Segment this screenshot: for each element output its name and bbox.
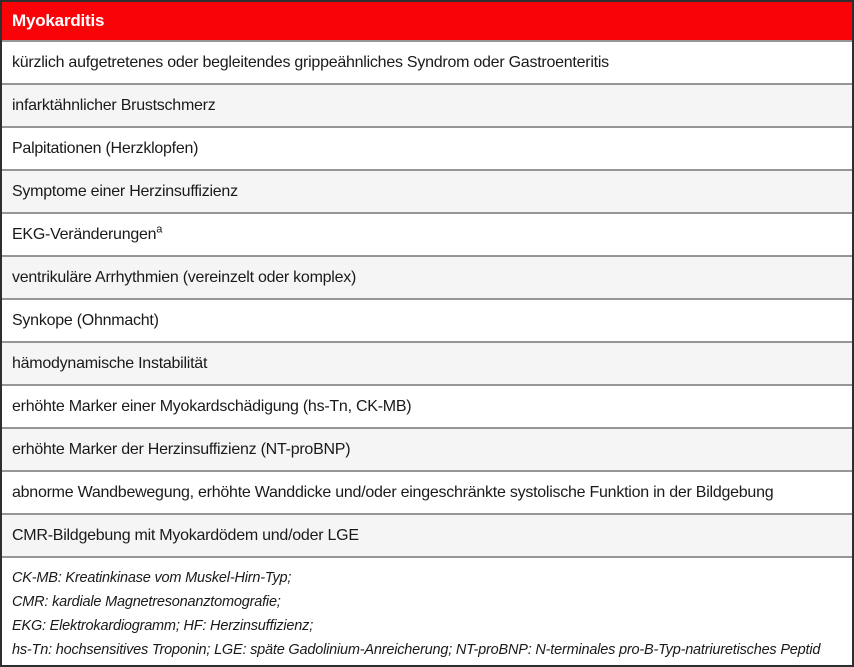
row-text: hämodynamische Instabilität [12, 354, 208, 372]
table-row: ventrikuläre Arrhythmien (vereinzelt ode… [2, 255, 852, 298]
table-row: CMR-Bildgebung mit Myokardödem und/oder … [2, 513, 852, 556]
row-text: ventrikuläre Arrhythmien (vereinzelt ode… [12, 268, 357, 286]
footnote-line: CMR: kardiale Magnetresonanztomografie; [12, 594, 281, 610]
table-row: Synkope (Ohnmacht) [2, 298, 852, 341]
footnote-line: CK-MB: Kreatinkinase vom Muskel-Hirn-Typ… [12, 570, 292, 586]
row-text: erhöhte Marker einer Myokardschädigung (… [12, 397, 412, 415]
table-row: Symptome einer Herzinsuffizienz [2, 169, 852, 212]
table-header: Myokarditis [2, 2, 852, 40]
row-text: infarktähnlicher Brustschmerz [12, 96, 216, 114]
table-row: erhöhte Marker einer Myokardschädigung (… [2, 384, 852, 427]
row-text: EKG-Veränderungena [12, 223, 163, 243]
row-text: abnorme Wandbewegung, erhöhte Wanddicke … [12, 483, 774, 501]
row-text: Symptome einer Herzinsuffizienz [12, 182, 238, 200]
table-row: abnorme Wandbewegung, erhöhte Wanddicke … [2, 470, 852, 513]
table-body: kürzlich aufgetretenes oder begleitendes… [2, 40, 852, 556]
row-text: CMR-Bildgebung mit Myokardödem und/oder … [12, 526, 359, 544]
table-row: EKG-Veränderungena [2, 212, 852, 255]
table-row: erhöhte Marker der Herzinsuffizienz (NT-… [2, 427, 852, 470]
footnote-line: EKG: Elektrokardiogramm; HF: Herzinsuffi… [12, 618, 314, 634]
footnote-line: hs-Tn: hochsensitives Troponin; LGE: spä… [12, 642, 821, 658]
row-text: Palpitationen (Herzklopfen) [12, 139, 199, 157]
table-row: infarktähnlicher Brustschmerz [2, 83, 852, 126]
table-row: kürzlich aufgetretenes oder begleitendes… [2, 40, 852, 83]
row-text: kürzlich aufgetretenes oder begleitendes… [12, 53, 609, 71]
row-text: erhöhte Marker der Herzinsuffizienz (NT-… [12, 440, 351, 458]
table-row: Palpitationen (Herzklopfen) [2, 126, 852, 169]
row-text: Synkope (Ohnmacht) [12, 311, 159, 329]
table-title: Myokarditis [12, 11, 105, 30]
table-row: hämodynamische Instabilität [2, 341, 852, 384]
table-footnotes: CK-MB: Kreatinkinase vom Muskel-Hirn-Typ… [2, 556, 852, 665]
